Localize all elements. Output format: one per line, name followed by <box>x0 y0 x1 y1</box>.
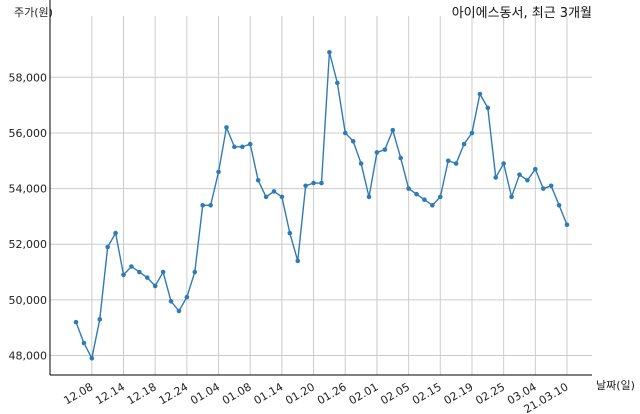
data-point <box>548 183 554 189</box>
data-point <box>469 130 475 136</box>
x-tick-label: 02.05 <box>378 380 412 407</box>
x-tick-label: 01.20 <box>283 380 317 407</box>
data-point <box>97 317 103 322</box>
data-point <box>374 150 380 155</box>
data-point <box>517 172 522 177</box>
data-point <box>525 177 530 183</box>
data-point <box>319 180 324 186</box>
data-point <box>477 91 483 97</box>
x-tick-label: 12.08 <box>62 380 96 407</box>
data-point <box>144 275 150 280</box>
data-point <box>240 144 245 150</box>
x-axis-label: 날짜(일) <box>596 378 635 392</box>
data-point <box>176 308 182 314</box>
x-tick-label: 12.14 <box>93 380 127 407</box>
data-point <box>263 194 269 200</box>
data-point <box>224 125 229 130</box>
data-point <box>533 166 538 172</box>
data-point <box>414 191 419 197</box>
data-point <box>327 49 332 55</box>
data-point <box>509 194 514 200</box>
data-point <box>184 294 190 300</box>
data-point <box>295 258 301 264</box>
y-tick-label: 58,000 <box>9 71 48 84</box>
data-point <box>232 144 237 150</box>
data-point <box>358 161 364 166</box>
data-point <box>113 230 118 236</box>
data-point <box>437 194 443 200</box>
data-point <box>255 177 261 183</box>
data-point <box>382 147 388 152</box>
chart-title: 아이에스동서, 최근 3개월 <box>452 6 592 21</box>
data-point <box>430 202 435 208</box>
x-tick-label: 01.14 <box>252 380 286 407</box>
data-point <box>390 127 396 133</box>
data-point <box>303 183 308 189</box>
data-point <box>105 244 110 250</box>
data-point <box>366 194 372 200</box>
data-point <box>406 186 411 191</box>
x-tick-label: 02.25 <box>473 380 507 407</box>
x-tick-label: 12.24 <box>157 380 191 407</box>
data-point <box>445 158 451 164</box>
x-tick-label: 01.04 <box>188 380 222 407</box>
data-point <box>216 169 221 175</box>
y-tick-label: 50,000 <box>9 294 48 307</box>
data-point <box>556 202 562 208</box>
y-tick-label: 54,000 <box>9 183 48 196</box>
data-point <box>152 283 158 289</box>
data-point <box>493 175 499 180</box>
x-tick-label: 02.15 <box>410 380 444 407</box>
data-point <box>121 272 126 278</box>
data-point <box>271 189 277 194</box>
data-point <box>168 298 174 304</box>
data-point <box>350 138 356 144</box>
data-point <box>192 269 198 275</box>
data-points <box>73 49 570 361</box>
data-point <box>564 222 570 228</box>
data-point <box>137 269 142 275</box>
data-point <box>81 340 87 346</box>
data-point <box>129 264 134 269</box>
data-point <box>501 161 506 166</box>
data-point <box>398 155 403 161</box>
data-point <box>485 105 491 111</box>
y-tick-label: 52,000 <box>9 238 48 251</box>
data-point <box>311 180 316 186</box>
data-point <box>342 130 348 136</box>
data-point <box>200 202 206 208</box>
x-axis-ticks: 12.0812.1412.1812.2401.0401.0801.1401.20… <box>62 380 571 414</box>
data-point <box>208 202 213 208</box>
data-point <box>335 80 340 86</box>
price-line <box>75 52 568 361</box>
data-point <box>73 319 79 325</box>
x-tick-label: 12.18 <box>125 380 159 407</box>
x-tick-label: 02.19 <box>442 380 476 407</box>
y-axis-ticks: 48,000 50,000 52,000 54,000 56,000 58,000 <box>9 71 48 362</box>
data-point <box>247 141 253 147</box>
x-tick-label: 01.08 <box>220 380 254 407</box>
data-point <box>453 161 459 166</box>
y-tick-label: 56,000 <box>9 127 48 140</box>
axes <box>49 0 592 376</box>
data-point <box>422 197 427 203</box>
x-tick-label: 02.01 <box>347 380 381 407</box>
x-tick-label: 01.26 <box>315 380 349 407</box>
data-point <box>160 269 166 275</box>
y-axis-label: 주가(원) <box>14 6 53 19</box>
y-tick-label: 48,000 <box>9 350 48 363</box>
data-point <box>540 186 546 191</box>
data-point <box>279 194 285 200</box>
data-point <box>461 141 467 147</box>
data-point <box>89 356 95 361</box>
data-point <box>287 230 293 236</box>
